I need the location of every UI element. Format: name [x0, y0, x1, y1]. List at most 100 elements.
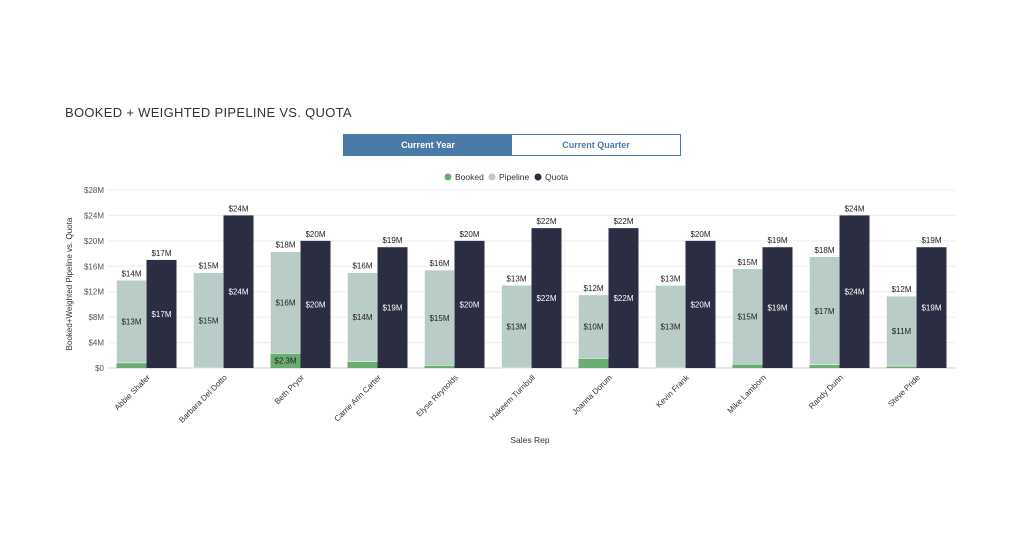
quota-total-label: $20M	[459, 230, 479, 239]
bar-booked	[732, 364, 763, 368]
quota-value-label: $20M	[305, 300, 325, 309]
y-tick-label: $20M	[84, 237, 104, 246]
x-tick-label: Steve Pride	[886, 373, 922, 409]
booked-pipeline-total-label: $14M	[121, 269, 141, 278]
booked-pipeline-total-label: $15M	[198, 262, 218, 271]
quota-total-label: $20M	[690, 230, 710, 239]
bar-quota	[685, 240, 716, 368]
booked-pipeline-total-label: $15M	[737, 258, 757, 267]
pipeline-value-label: $15M	[198, 316, 218, 325]
legend-label-pipeline: Pipeline	[499, 172, 530, 182]
y-tick-label: $16M	[84, 262, 104, 271]
y-axis-title: Booked+Weighted Pipeline vs. Quota	[65, 217, 74, 350]
x-tick-label: Carrie Ann Carter	[333, 373, 384, 424]
bar-quota	[762, 247, 793, 368]
bar-booked	[886, 366, 917, 368]
pipeline-value-label: $15M	[737, 313, 757, 322]
bar-quota	[454, 240, 485, 368]
legend-marker	[534, 173, 542, 181]
quota-value-label: $22M	[536, 294, 556, 303]
bar-quota	[916, 247, 947, 368]
bar-booked	[270, 353, 301, 368]
booked-pipeline-total-label: $12M	[583, 284, 603, 293]
y-tick-label: $12M	[84, 288, 104, 297]
quota-total-label: $19M	[921, 236, 941, 245]
bar-booked	[116, 362, 147, 368]
quota-total-label: $24M	[844, 204, 864, 213]
quota-total-label: $19M	[382, 236, 402, 245]
x-tick-label: Joanna Dorum	[570, 373, 614, 417]
bar-booked	[809, 364, 840, 368]
bar-pipeline	[501, 285, 532, 369]
pipeline-quota-chart: $0 $4M $8M $12M $16M $20M $24M $28M Booked Pipeli…	[65, 172, 955, 445]
pipeline-value-label: $17M	[814, 307, 834, 316]
bar-pipeline	[116, 280, 147, 364]
x-tick-label: Randy Dunn	[807, 373, 845, 411]
y-tick-label: $4M	[88, 339, 104, 348]
bar-booked	[347, 361, 378, 368]
quota-total-label: $24M	[228, 204, 248, 213]
bar-quota	[839, 215, 870, 368]
x-tick-label: Mike Lamborn	[726, 373, 768, 415]
bar-pipeline	[193, 272, 224, 369]
quota-value-label: $19M	[767, 304, 787, 313]
pipeline-value-label: $13M	[660, 323, 680, 332]
bar-pipeline	[578, 294, 609, 359]
x-axis-title: Sales Rep	[510, 435, 549, 445]
booked-pipeline-total-label: $18M	[275, 241, 295, 250]
bar-pipeline	[809, 256, 840, 366]
booked-pipeline-total-label: $16M	[429, 259, 449, 268]
y-tick-label: $28M	[84, 186, 104, 195]
page-title: BOOKED + WEIGHTED PIPELINE VS. QUOTA	[65, 105, 352, 120]
pipeline-value-label: $13M	[506, 323, 526, 332]
bar-booked	[424, 365, 455, 368]
bar-booked	[578, 358, 609, 368]
quota-total-label: $22M	[536, 217, 556, 226]
current-year-button[interactable]: Current Year	[344, 135, 512, 155]
quota-value-label: $19M	[382, 304, 402, 313]
pipeline-value-label: $14M	[352, 313, 372, 322]
current-quarter-button[interactable]: Current Quarter	[512, 135, 680, 155]
legend-label-quota: Quota	[545, 172, 568, 182]
booked-pipeline-total-label: $13M	[506, 274, 526, 283]
booked-pipeline-total-label: $16M	[352, 262, 372, 271]
legend-label-booked: Booked	[455, 172, 484, 182]
quota-value-label: $17M	[151, 310, 171, 319]
quota-value-label: $24M	[844, 288, 864, 297]
bar-quota	[608, 228, 639, 368]
x-tick-label: Abbie Shafer	[113, 373, 152, 412]
booked-value-label: $2.3M	[274, 357, 297, 366]
quota-value-label: $20M	[459, 300, 479, 309]
booked-pipeline-total-label: $13M	[660, 274, 680, 283]
bar-quota	[146, 259, 177, 368]
bar-pipeline	[655, 285, 686, 369]
y-tick-label: $0	[95, 364, 104, 373]
bar-pipeline	[270, 251, 301, 354]
legend-marker	[488, 173, 496, 181]
quota-value-label: $22M	[613, 294, 633, 303]
bar-quota	[300, 240, 331, 368]
pipeline-value-label: $13M	[121, 318, 141, 327]
bar-pipeline	[347, 272, 378, 362]
bar-quota	[531, 228, 562, 368]
bar-pipeline	[732, 268, 763, 365]
quota-total-label: $19M	[767, 236, 787, 245]
quota-value-label: $20M	[690, 300, 710, 309]
y-tick-label: $24M	[84, 211, 104, 220]
pipeline-value-label: $16M	[275, 299, 295, 308]
bar-quota	[377, 247, 408, 368]
y-tick-label: $8M	[88, 313, 104, 322]
quota-value-label: $24M	[228, 288, 248, 297]
booked-pipeline-total-label: $18M	[814, 246, 834, 255]
legend-marker	[444, 173, 452, 181]
bar-quota	[223, 215, 254, 368]
x-tick-label: Beth Pryor	[273, 373, 306, 406]
pipeline-value-label: $11M	[892, 327, 912, 336]
booked-pipeline-total-label: $12M	[891, 285, 911, 294]
pipeline-value-label: $10M	[583, 323, 603, 332]
pipeline-value-label: $15M	[429, 314, 449, 323]
bar-pipeline	[886, 295, 917, 367]
x-tick-label: Kevin Frank	[654, 372, 691, 409]
quota-total-label: $22M	[613, 217, 633, 226]
x-tick-label: Elyse Reynolds	[415, 373, 460, 418]
